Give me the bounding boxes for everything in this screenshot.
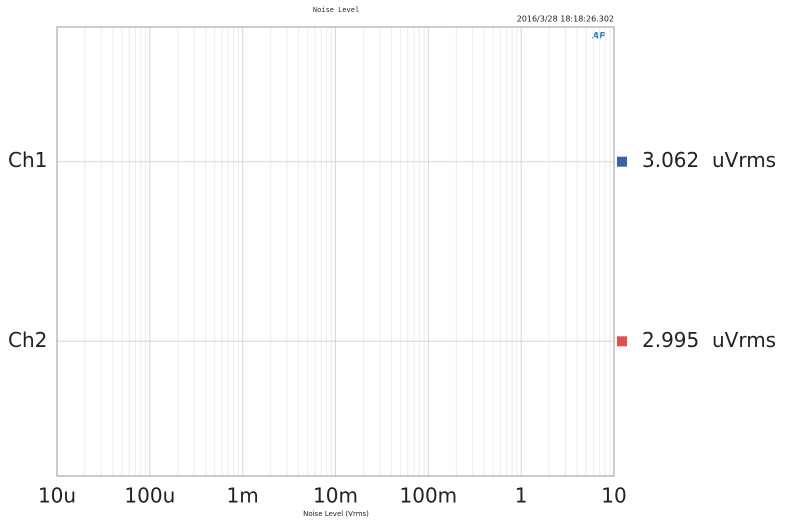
y-tick-label: Ch2 xyxy=(8,328,47,352)
value-label: 3.062 uVrms xyxy=(642,148,776,172)
x-tick-label: 100u xyxy=(124,484,175,508)
x-tick-label: 100m xyxy=(400,484,458,508)
y-tick-label: Ch1 xyxy=(8,148,47,172)
x-tick-label: 10 xyxy=(601,484,626,508)
x-axis-label: Noise Level (Vrms) xyxy=(303,510,369,518)
value-label: 2.995 uVrms xyxy=(642,328,776,352)
plot-area xyxy=(8,152,57,352)
chart-title: Noise Level xyxy=(313,7,359,15)
x-tick-label: 10m xyxy=(313,484,358,508)
x-tick-label: 1m xyxy=(227,484,259,508)
logo: AP xyxy=(591,32,606,42)
x-tick-label: 10u xyxy=(38,484,76,508)
x-tick-label: 1 xyxy=(515,484,528,508)
plot-border xyxy=(56,26,615,477)
legend-marker xyxy=(617,336,627,347)
legend-marker xyxy=(617,156,627,167)
timestamp: 2016/3/28 18:18:26.302 xyxy=(517,15,614,24)
